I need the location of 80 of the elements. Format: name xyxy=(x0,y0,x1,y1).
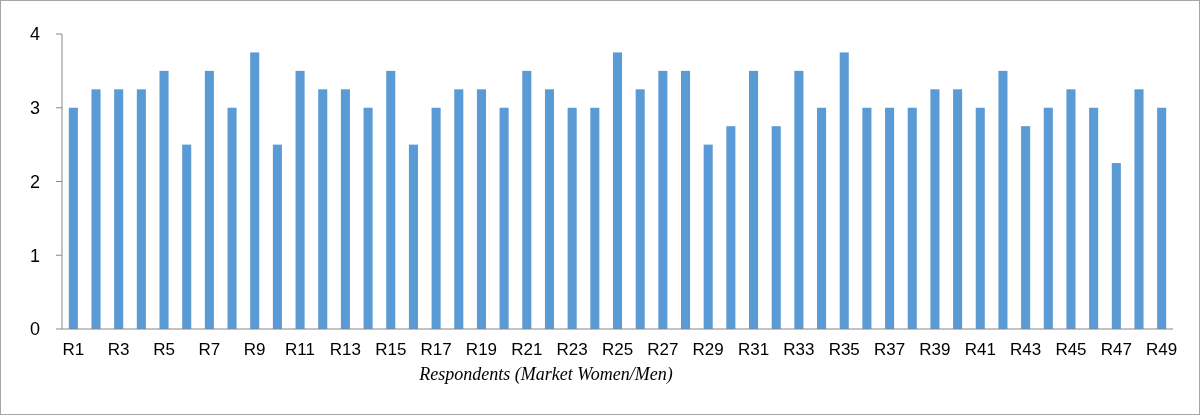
bar xyxy=(454,89,464,329)
x-tick-label: R33 xyxy=(783,340,815,359)
y-tick-label: 1 xyxy=(29,245,40,266)
bar xyxy=(771,126,781,329)
x-tick-label: R43 xyxy=(1010,340,1042,359)
bar xyxy=(680,70,691,329)
bar xyxy=(1043,107,1053,329)
x-tick-label: R15 xyxy=(375,340,407,359)
x-tick-label: R27 xyxy=(647,340,679,359)
x-tick-label: R19 xyxy=(465,340,498,359)
y-tick-label: 3 xyxy=(29,98,40,119)
bar xyxy=(567,107,577,329)
x-tick-label: R29 xyxy=(692,340,724,359)
bar xyxy=(907,107,917,329)
bar xyxy=(953,89,963,329)
bar xyxy=(363,107,373,329)
bar xyxy=(1066,89,1076,329)
x-tick-label: R35 xyxy=(828,340,860,359)
bar xyxy=(68,107,78,329)
bar xyxy=(227,107,237,329)
bar xyxy=(272,144,282,329)
x-tick-label: R31 xyxy=(737,340,770,359)
x-tick-label: R21 xyxy=(511,340,543,359)
bar xyxy=(749,70,759,329)
x-tick-label: R49 xyxy=(1146,340,1178,359)
bar xyxy=(522,70,532,329)
bar xyxy=(590,107,600,329)
y-tick-label: 4 xyxy=(29,24,40,45)
bar xyxy=(726,126,736,329)
bar xyxy=(114,89,124,329)
x-tick-label: R13 xyxy=(329,340,362,359)
x-axis-title: Respondents (Market Women/Men) xyxy=(418,364,673,385)
bar xyxy=(250,52,260,329)
x-tick-label: R9 xyxy=(243,340,266,359)
bar xyxy=(1021,126,1031,329)
bar xyxy=(544,89,555,329)
bar xyxy=(635,89,645,329)
bar xyxy=(612,52,623,329)
bar xyxy=(318,89,328,329)
bar xyxy=(91,89,101,329)
x-tick-label: R47 xyxy=(1100,340,1132,359)
x-tick-label: R25 xyxy=(601,340,634,359)
bar xyxy=(159,70,169,329)
x-tick-label: R7 xyxy=(198,340,221,359)
bar xyxy=(1134,89,1144,329)
bar xyxy=(817,107,827,329)
bar xyxy=(975,107,985,329)
bar xyxy=(408,144,418,329)
bar xyxy=(998,70,1008,329)
bar xyxy=(794,70,804,329)
bar xyxy=(136,89,146,329)
x-tick-label: R5 xyxy=(153,340,175,359)
bar xyxy=(204,70,214,329)
bar xyxy=(1089,107,1099,329)
bar xyxy=(431,107,441,329)
bar xyxy=(386,70,396,329)
bar xyxy=(182,144,192,329)
bar xyxy=(885,107,895,329)
bar xyxy=(1111,163,1121,329)
x-tick-label: R23 xyxy=(556,340,588,359)
x-tick-label: R41 xyxy=(964,340,996,359)
bar xyxy=(295,70,305,329)
bar xyxy=(658,70,668,329)
x-tick-label: R3 xyxy=(107,340,130,359)
x-tick-label: R17 xyxy=(420,340,452,359)
y-tick-label: 2 xyxy=(29,171,40,192)
x-tick-label: R11 xyxy=(285,340,316,359)
x-tick-label: R1 xyxy=(62,340,85,359)
bar xyxy=(499,107,509,329)
bar xyxy=(1157,107,1167,329)
bar xyxy=(476,89,486,329)
bar xyxy=(703,144,713,329)
bar xyxy=(930,89,940,329)
x-tick-label: R45 xyxy=(1055,340,1087,359)
y-tick-label: 0 xyxy=(29,319,40,340)
x-tick-label: R39 xyxy=(919,340,951,359)
bar xyxy=(340,89,350,329)
x-tick-label: R37 xyxy=(873,340,906,359)
bar xyxy=(839,52,849,329)
bar xyxy=(862,107,872,329)
